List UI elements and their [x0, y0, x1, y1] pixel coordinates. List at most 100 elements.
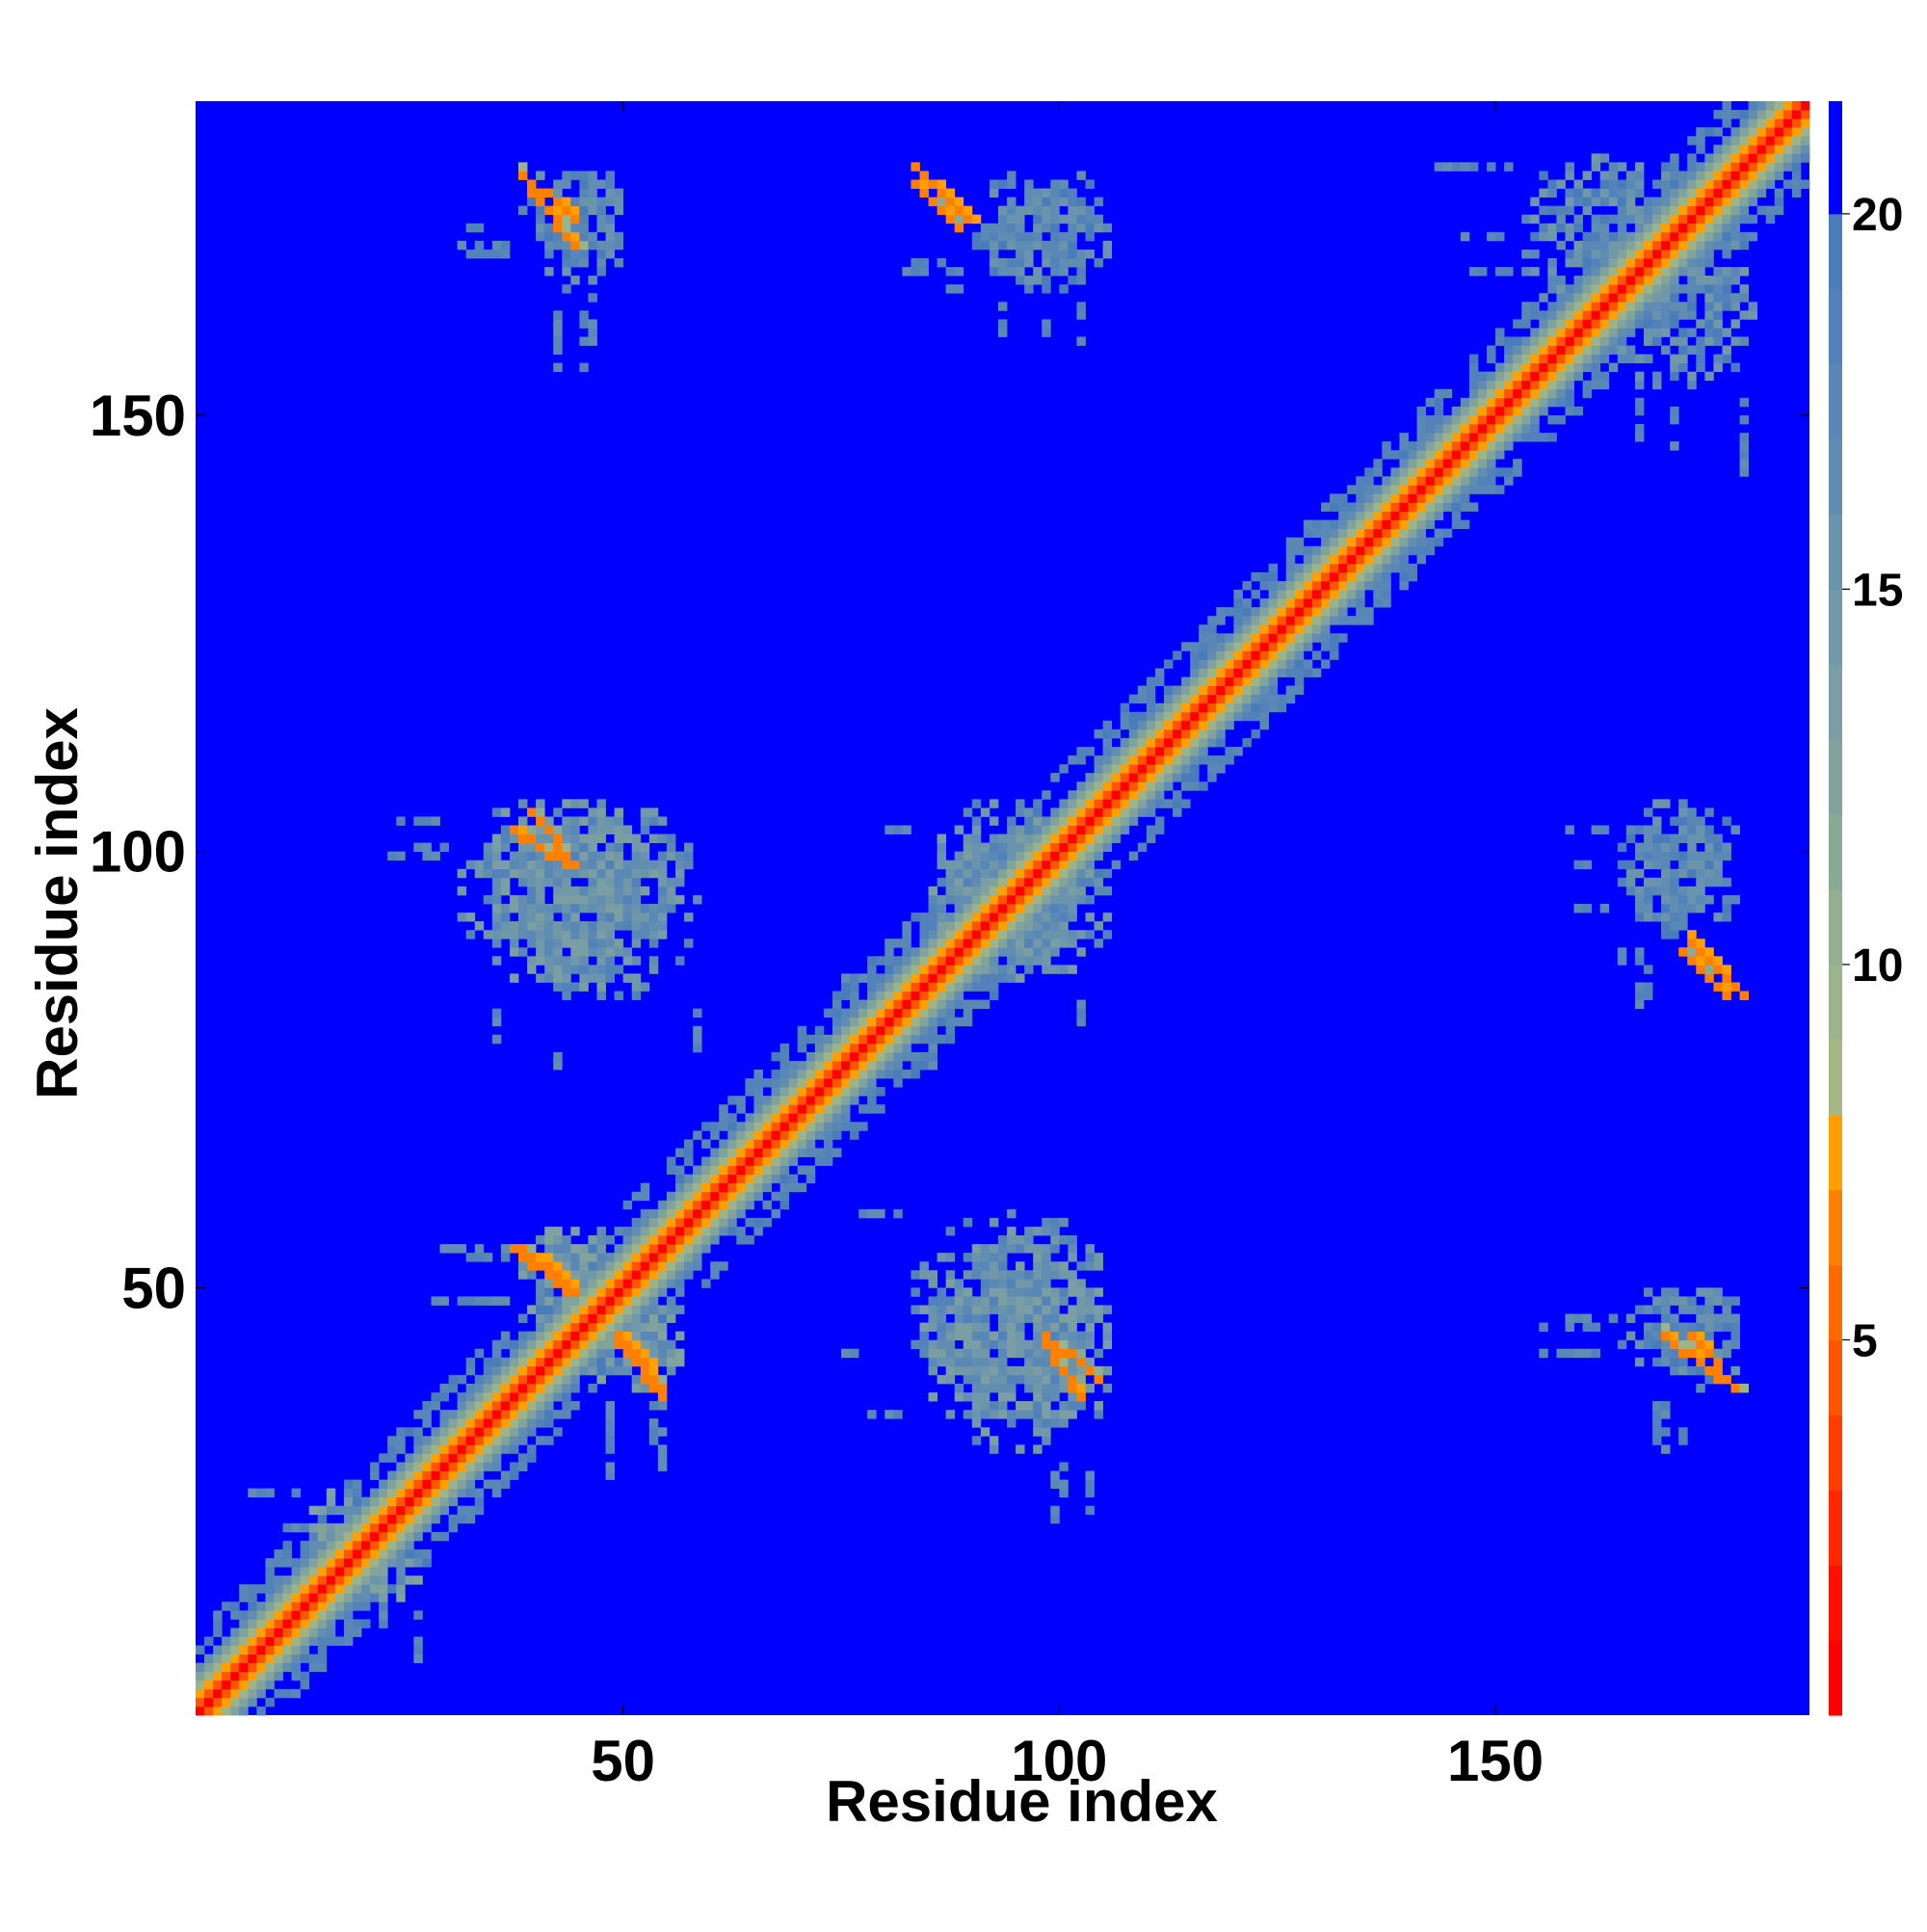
heatmap-cell [1530, 388, 1540, 399]
heatmap-cell [1670, 231, 1679, 242]
heatmap-cell [1460, 424, 1470, 434]
heatmap-cell [1634, 903, 1645, 913]
heatmap-cell [1268, 607, 1279, 617]
heatmap-cell [457, 1453, 467, 1463]
heatmap-cell [553, 240, 563, 251]
heatmap-cell [850, 1034, 859, 1045]
heatmap-cell [779, 1078, 790, 1088]
heatmap-cell [762, 1122, 772, 1131]
heatmap-cell [1154, 781, 1165, 791]
heatmap-cell [500, 1479, 511, 1489]
heatmap-cell [1713, 965, 1723, 974]
heatmap-cell [1033, 868, 1043, 879]
heatmap-cell [701, 1208, 711, 1219]
heatmap-cell [1207, 755, 1217, 765]
heatmap-cell [710, 1261, 720, 1271]
heatmap-cell [832, 1017, 842, 1027]
heatmap-cell [1565, 406, 1574, 416]
heatmap-cell [334, 1531, 345, 1542]
heatmap-cell [248, 1636, 257, 1646]
heatmap-cell [222, 1636, 231, 1646]
heatmap-cell [1016, 205, 1025, 216]
heatmap-cell [1765, 153, 1776, 163]
heatmap-cell [1713, 956, 1723, 966]
heatmap-cell [562, 913, 571, 922]
heatmap-cell [1042, 860, 1051, 870]
heatmap-cell [989, 1305, 999, 1314]
heatmap-cell [1739, 336, 1750, 346]
heatmap-cell [1120, 816, 1130, 826]
heatmap-cell [544, 1339, 554, 1350]
heatmap-cell [753, 1156, 763, 1166]
heatmap-cell [614, 1270, 624, 1280]
heatmap-cell [1199, 694, 1208, 704]
heatmap-cell [1199, 659, 1208, 669]
heatmap-cell [1451, 476, 1462, 486]
heatmap-cell [536, 1418, 545, 1428]
heatmap-cell [788, 1070, 799, 1079]
heatmap-cell [1643, 886, 1653, 896]
heatmap-cell [239, 1636, 249, 1646]
heatmap-cell [640, 1305, 650, 1314]
heatmap-cell [570, 197, 580, 207]
heatmap-cell [500, 240, 511, 251]
heatmap-cell [937, 1296, 947, 1306]
heatmap-cell [1085, 1365, 1095, 1376]
heatmap-cell [971, 851, 982, 861]
heatmap-cell [1696, 188, 1705, 198]
heatmap-cell [814, 1104, 825, 1114]
heatmap-cell [1094, 773, 1104, 782]
heatmap-cell [1128, 790, 1139, 800]
heatmap-cell [657, 1313, 668, 1323]
heatmap-cell [937, 188, 947, 198]
heatmap-cell [1696, 1383, 1705, 1393]
heatmap-cell [396, 1505, 406, 1516]
heatmap-cell [631, 1383, 642, 1393]
heatmap-cell [1704, 956, 1714, 966]
heatmap-cell [1661, 1296, 1671, 1306]
heatmap-cell [1146, 728, 1156, 739]
heatmap-cell [396, 1444, 406, 1454]
heatmap-cell [997, 302, 1008, 311]
heatmap-cell [971, 903, 982, 913]
heatmap-cell [1068, 214, 1077, 225]
heatmap-cell [536, 886, 545, 896]
heatmap-cell [971, 1374, 982, 1385]
heatmap-cell [1625, 310, 1636, 320]
heatmap-cell [1111, 860, 1122, 870]
heatmap-cell [300, 1654, 310, 1664]
heatmap-cell [605, 868, 615, 879]
heatmap-cell [1085, 1470, 1095, 1480]
heatmap-cell [963, 930, 973, 940]
heatmap-cell [884, 947, 894, 957]
heatmap-cell [553, 973, 563, 983]
heatmap-cell [1530, 354, 1540, 364]
heatmap-cell [379, 1558, 388, 1568]
heatmap-cell [1137, 764, 1148, 774]
heatmap-cell [1652, 1418, 1662, 1428]
heatmap-cell [1634, 868, 1645, 879]
heatmap-cell [579, 1331, 589, 1341]
heatmap-cell [1024, 965, 1034, 974]
heatmap-cell [1670, 886, 1679, 896]
heatmap-cell [1050, 1261, 1060, 1271]
heatmap-cell [911, 1070, 920, 1079]
heatmap-cell [1565, 205, 1574, 216]
heatmap-cell [1330, 502, 1339, 512]
heatmap-cell [1233, 676, 1243, 687]
heatmap-cell [1033, 913, 1043, 922]
heatmap-cell [1164, 702, 1174, 713]
heatmap-cell [657, 851, 668, 861]
heatmap-cell [1599, 903, 1610, 913]
heatmap-cell [1565, 362, 1574, 373]
heatmap-cell [648, 1279, 659, 1288]
heatmap-cell [343, 1540, 354, 1550]
heatmap-cell [657, 1208, 668, 1219]
heatmap-cell [928, 921, 937, 931]
heatmap-cell [579, 1348, 589, 1359]
heatmap-cell [1539, 205, 1548, 216]
heatmap-cell [1504, 267, 1514, 277]
heatmap-cell [989, 834, 999, 843]
heatmap-cell [614, 1365, 624, 1376]
heatmap-cell [1330, 616, 1339, 625]
